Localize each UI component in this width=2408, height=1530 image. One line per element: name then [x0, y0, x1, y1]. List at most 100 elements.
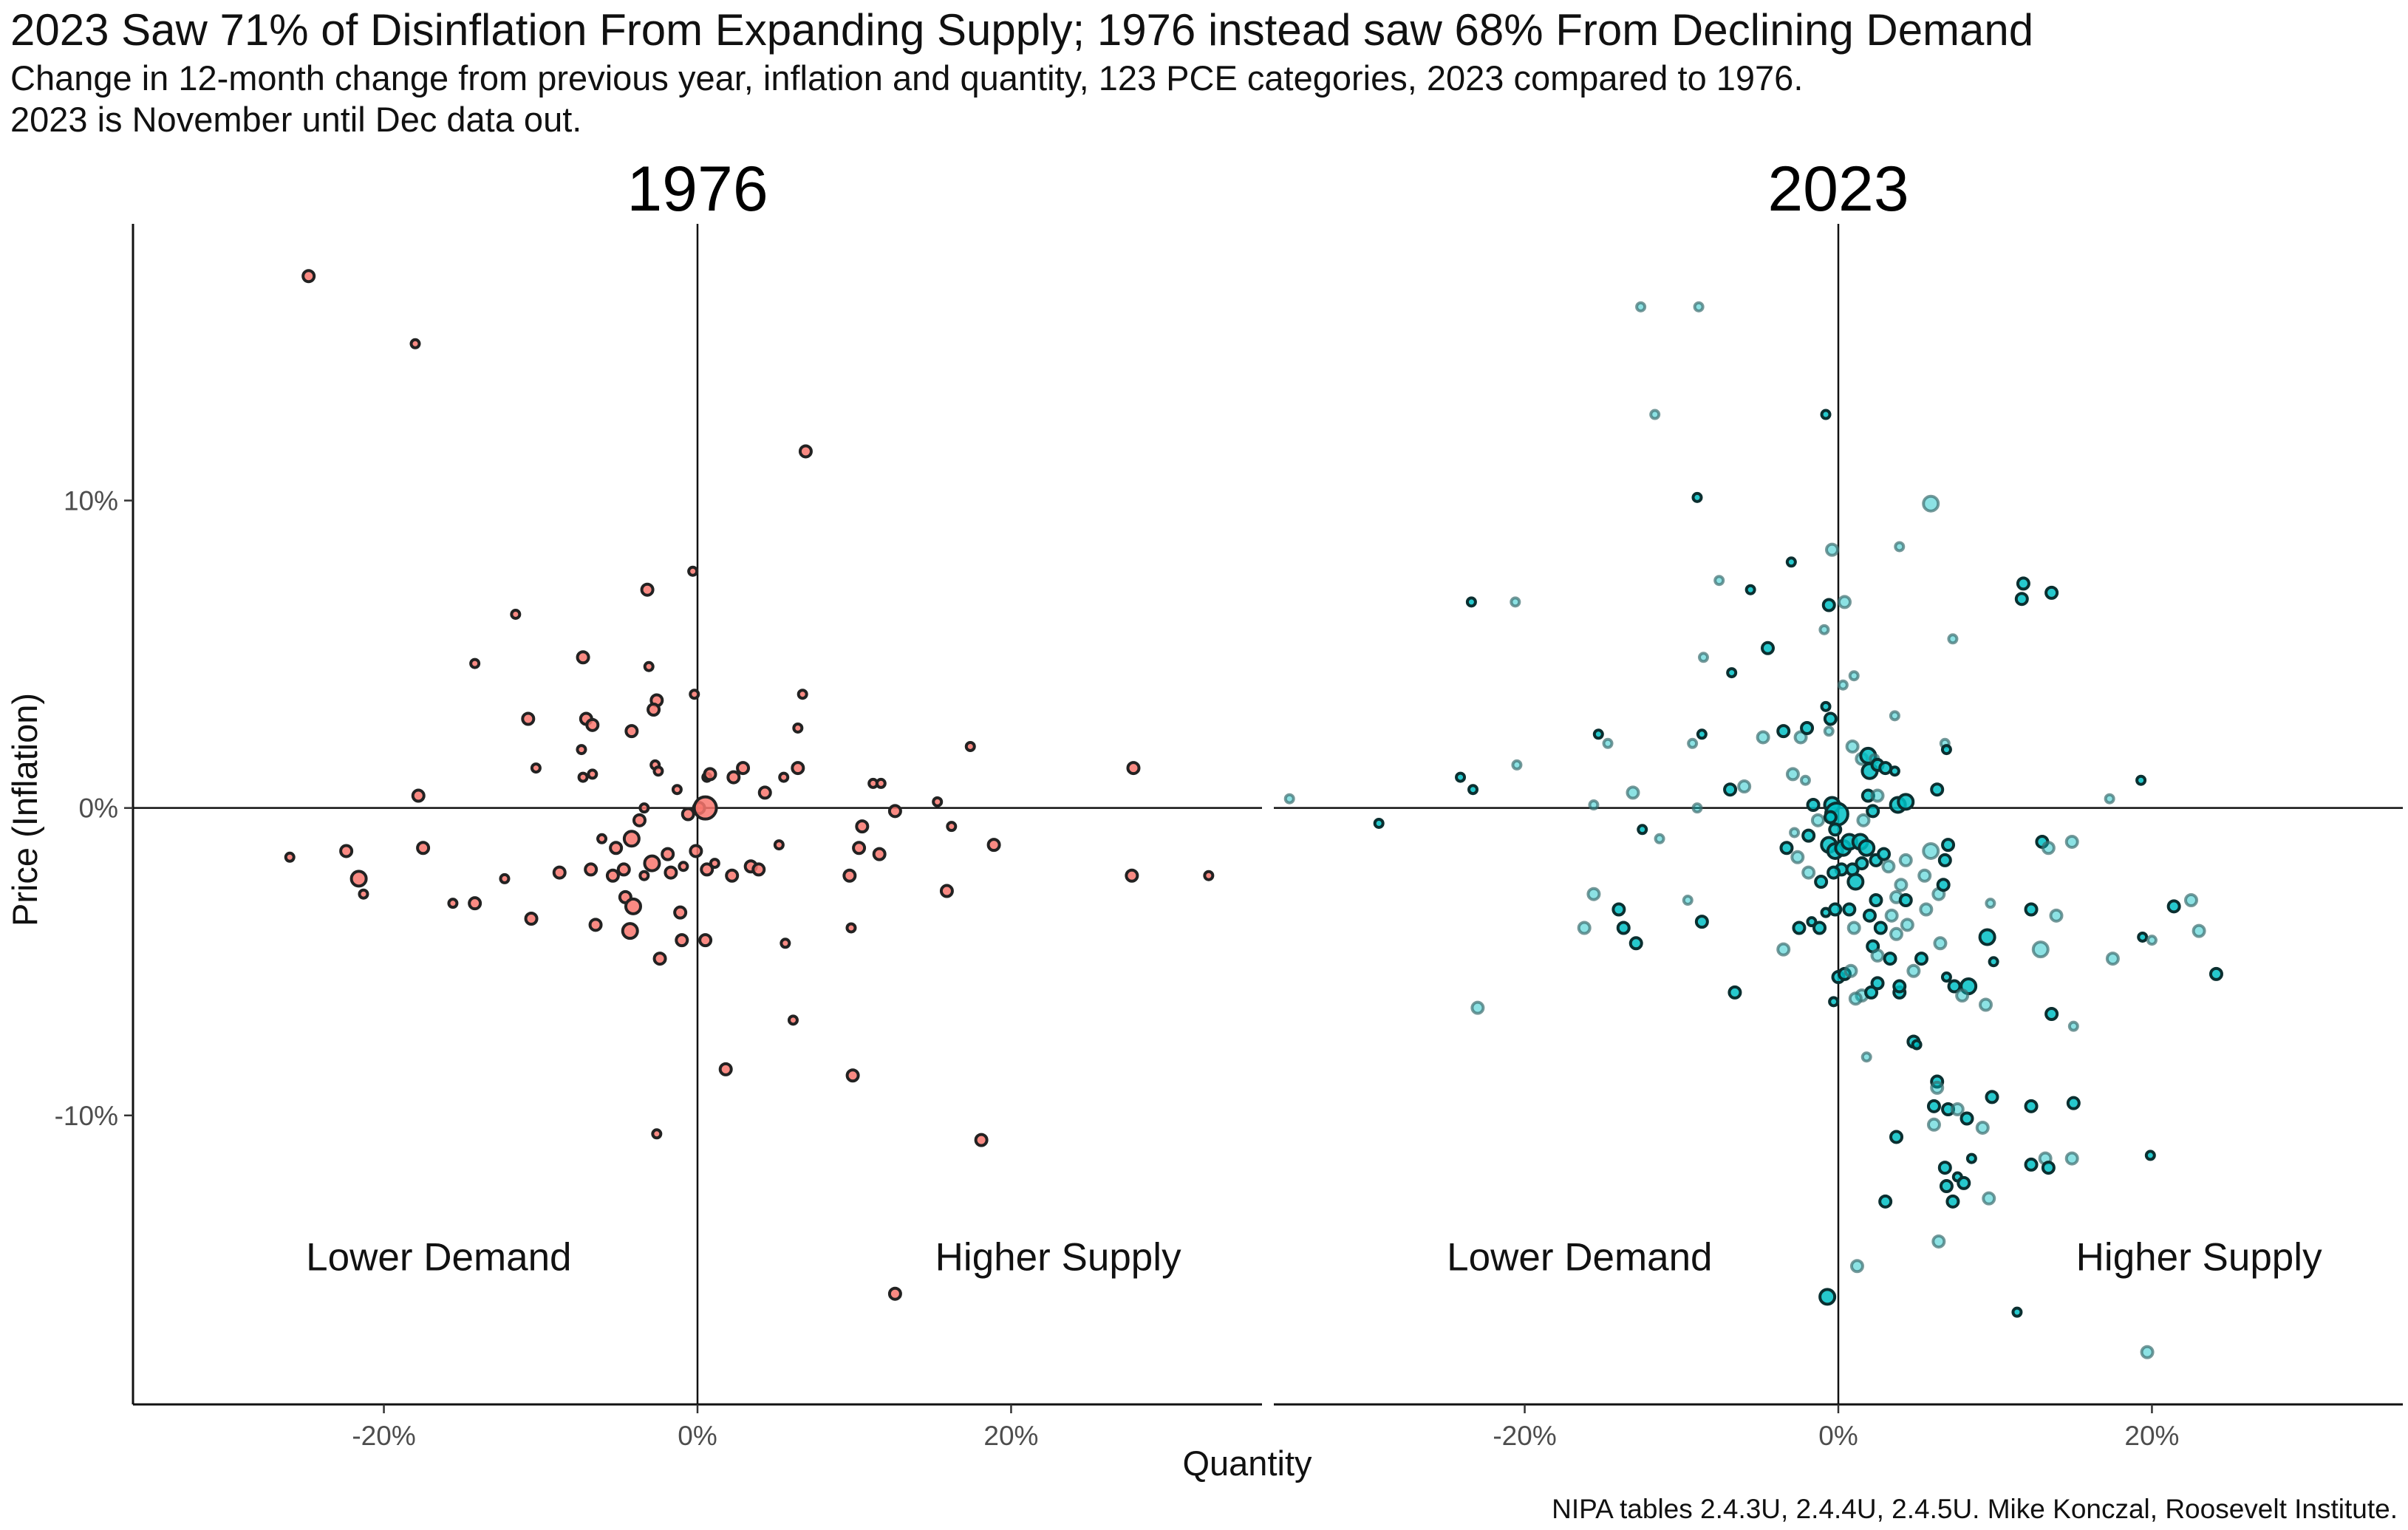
- data-point: [585, 717, 600, 732]
- data-point: [1801, 828, 1816, 843]
- data-point: [661, 847, 675, 861]
- quadrant-label: Higher Supply: [2076, 1235, 2322, 1279]
- data-point: [664, 865, 678, 880]
- data-point: [1975, 1120, 1990, 1135]
- data-point: [1940, 744, 1952, 756]
- data-point: [576, 744, 587, 756]
- data-point: [2041, 1161, 2056, 1175]
- data-point: [1941, 1102, 1956, 1116]
- data-point: [852, 841, 867, 855]
- data-point: [469, 658, 481, 669]
- data-point: [2137, 931, 2149, 943]
- data-point: [1889, 1130, 1904, 1144]
- data-point: [887, 804, 902, 819]
- data-point: [773, 839, 785, 851]
- data-point: [1687, 737, 1699, 749]
- data-point: [1283, 793, 1295, 805]
- data-point: [2192, 923, 2206, 938]
- data-point: [2031, 940, 2050, 959]
- data-point: [1125, 868, 1139, 883]
- data-point: [1635, 301, 1647, 313]
- data-point: [584, 862, 598, 877]
- data-point: [1455, 771, 1467, 783]
- data-point: [689, 689, 700, 700]
- data-point: [1889, 926, 1904, 941]
- data-point: [1898, 893, 1913, 908]
- data-point: [692, 795, 718, 821]
- data-point: [1870, 788, 1885, 803]
- data-point: [2166, 899, 2181, 914]
- data-point: [1510, 596, 1521, 608]
- data-point: [1793, 730, 1808, 745]
- facet-title: 1976: [627, 154, 768, 225]
- subtitle-line-2: 2023 is November until Dec data out.: [10, 100, 582, 139]
- data-point: [605, 868, 620, 883]
- data-point: [1823, 725, 1835, 737]
- data-point: [1978, 928, 1996, 946]
- data-point: [678, 861, 689, 872]
- data-point: [624, 724, 639, 739]
- data-point: [1897, 793, 1915, 811]
- data-point: [1820, 409, 1832, 420]
- data-point: [1810, 813, 1825, 827]
- data-point: [751, 862, 766, 877]
- data-point: [1842, 902, 1857, 917]
- data-point: [1654, 833, 1665, 844]
- data-point: [1812, 921, 1827, 935]
- data-point: [1827, 865, 1841, 880]
- quadrant-label: Lower Demand: [1447, 1235, 1712, 1279]
- data-point: [638, 870, 650, 881]
- data-point: [1682, 895, 1694, 906]
- data-point: [587, 768, 598, 780]
- data-point: [1814, 875, 1829, 889]
- data-point: [736, 761, 751, 776]
- data-point: [1696, 728, 1708, 740]
- data-point: [1939, 1179, 1954, 1194]
- data-point: [1611, 902, 1626, 917]
- data-point: [778, 771, 790, 783]
- data-point: [780, 938, 791, 949]
- data-point: [1894, 541, 1906, 553]
- data-point: [687, 565, 699, 577]
- data-point: [1982, 1191, 1996, 1206]
- data-point: [855, 819, 870, 834]
- data-point: [1806, 798, 1821, 813]
- data-point: [1858, 839, 1876, 857]
- data-point: [1737, 779, 1752, 794]
- x-tick-label: -20%: [1493, 1421, 1556, 1451]
- data-point: [1846, 921, 1861, 935]
- data-point: [1917, 868, 1932, 883]
- data-point: [1845, 739, 1860, 754]
- data-point: [2184, 893, 2198, 908]
- data-point: [577, 771, 589, 783]
- data-point: [726, 770, 741, 785]
- data-point: [2144, 1150, 2156, 1161]
- facet-panel-1976: 1976 -20% 0% 20% -10% 0% 10% Lower Demand Higher…: [55, 154, 1262, 1451]
- data-point: [632, 813, 647, 827]
- data-point: [1602, 737, 1614, 749]
- data-point: [1801, 865, 1816, 880]
- data-point: [681, 807, 695, 822]
- data-point: [652, 765, 664, 777]
- data-point: [939, 884, 954, 898]
- data-point: [552, 865, 567, 880]
- data-point: [624, 897, 642, 915]
- facet-panel-2023: 2023 -20% 0% 20% Lower Demand Higher Supply: [1274, 154, 2403, 1451]
- data-point: [521, 711, 536, 726]
- data-point: [2066, 1096, 2081, 1110]
- data-point: [1945, 1194, 1960, 1209]
- data-point: [651, 1128, 663, 1140]
- data-point: [2014, 592, 2029, 607]
- facet-title: 2023: [1767, 154, 1909, 225]
- data-point: [1930, 1080, 1945, 1095]
- data-point: [1825, 542, 1840, 557]
- y-axis-title: Price (Inflation): [5, 693, 44, 926]
- data-point: [1848, 670, 1860, 682]
- data-point: [974, 1133, 989, 1147]
- data-point: [622, 830, 641, 848]
- data-point: [703, 767, 717, 782]
- data-point: [1744, 584, 1756, 595]
- data-point: [757, 785, 772, 800]
- data-point: [1799, 774, 1811, 786]
